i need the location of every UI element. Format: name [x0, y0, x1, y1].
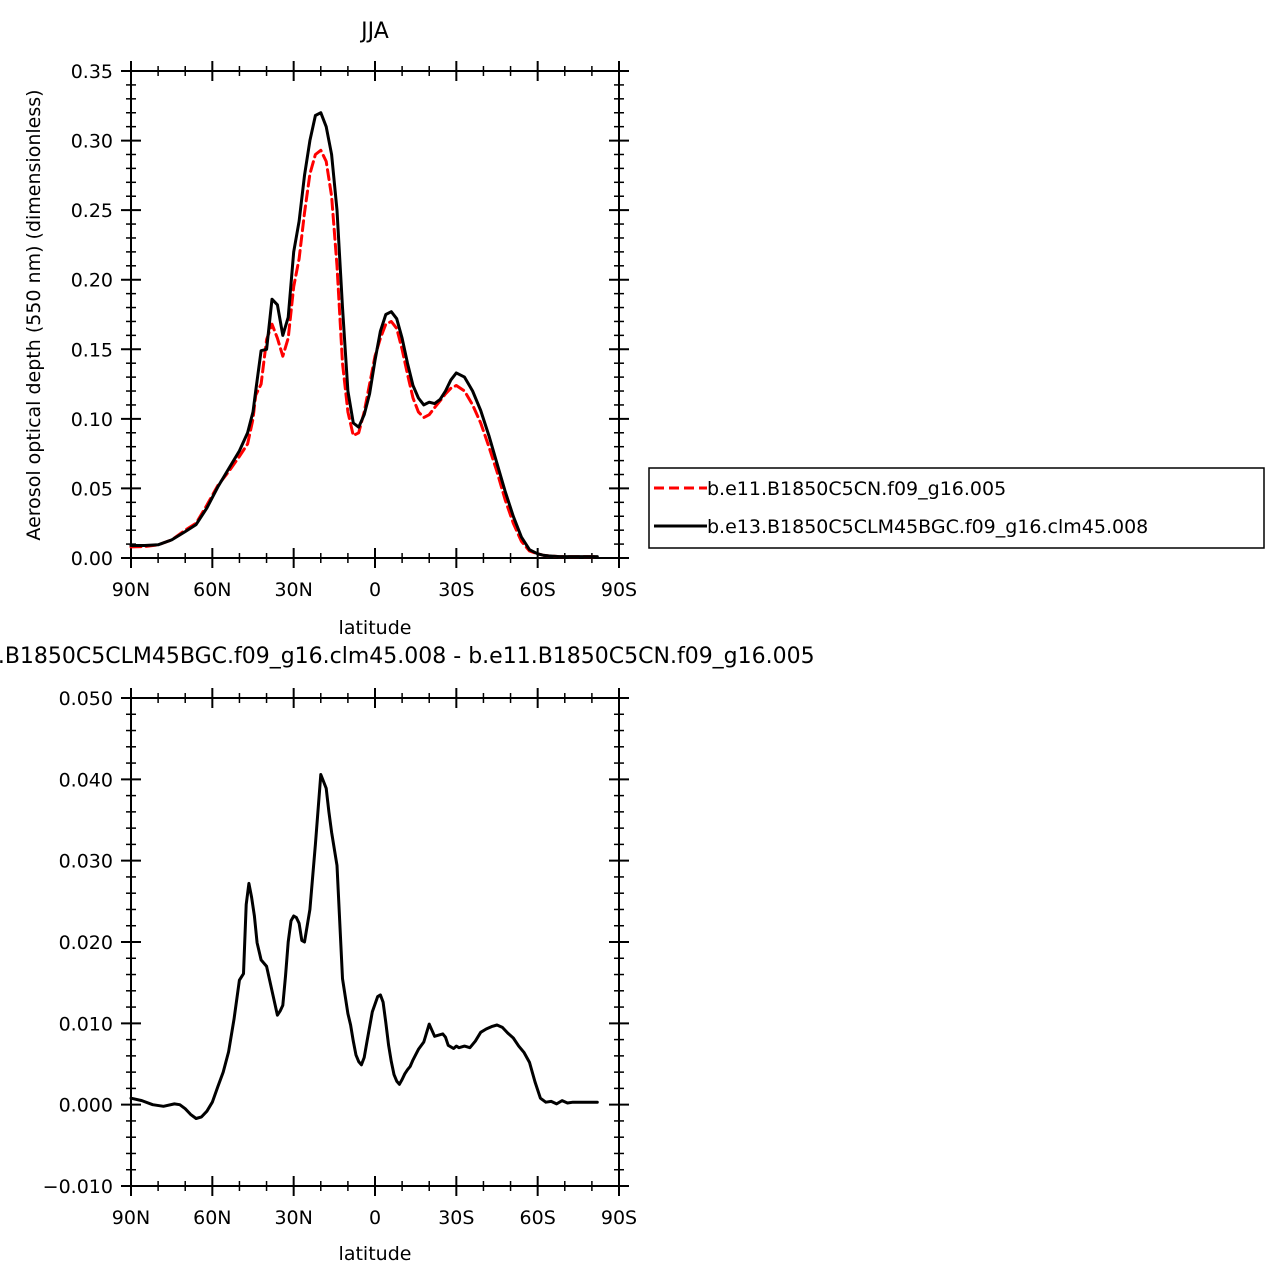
- bottom-y-tick-label: 0.040: [59, 769, 113, 791]
- top-y-tick-label: 0.05: [71, 478, 113, 500]
- top-series-line-1: [129, 148, 599, 559]
- bottom-x-axis-label: latitude: [339, 1243, 412, 1265]
- legend-label-series-1: b.e11.B1850C5CN.f09_g16.005: [707, 478, 1006, 500]
- bottom-x-tick-label: 60N: [193, 1207, 231, 1229]
- top-plot-frame: [130, 70, 620, 559]
- top-x-tick-label: 30N: [274, 579, 312, 601]
- top-x-tick-label: 90N: [112, 579, 150, 601]
- bottom-y-tick-label: 0.020: [59, 932, 113, 954]
- top-x-tick-label: 60N: [193, 579, 231, 601]
- legend: b.e11.B1850C5CN.f09_g16.005 b.e13.B1850C…: [648, 467, 1265, 549]
- bottom-y-tick-label: 0.050: [59, 688, 113, 710]
- top-x-tick-label: 60S: [520, 579, 556, 601]
- top-y-tick-label: 0.15: [71, 339, 113, 361]
- top-y-axis-label: Aerosol optical depth (550 nm) (dimensio…: [23, 89, 45, 540]
- top-y-tick-label: 0.00: [71, 548, 113, 570]
- top-axes: 0.00 0.05 0.10 0.15 0.20 0.25 0.30 0.35 90N 60N 30…: [71, 61, 637, 601]
- bottom-x-tick-label: 90S: [601, 1207, 637, 1229]
- top-x-tick-label: 30S: [438, 579, 474, 601]
- top-y-tick-label: 0.35: [71, 61, 113, 83]
- top-y-tick-label: 0.25: [71, 200, 113, 222]
- legend-box: [648, 467, 1265, 549]
- bottom-x-tick-label: 0: [369, 1207, 381, 1229]
- bottom-x-tick-label: 90N: [112, 1207, 150, 1229]
- bottom-plot-area: [129, 773, 599, 1120]
- top-y-tick-label: 0.30: [71, 131, 113, 153]
- top-x-tick-label: 90S: [601, 579, 637, 601]
- top-y-tick-label: 0.10: [71, 409, 113, 431]
- bottom-y-tick-label: 0.030: [59, 851, 113, 873]
- top-panel: JJA Aerosol optical depth (550 nm) (dime…: [23, 19, 637, 639]
- top-plot-area: [129, 111, 599, 559]
- bottom-y-tick-label: 0.010: [59, 1013, 113, 1035]
- bottom-x-tick-label: 60S: [520, 1207, 556, 1229]
- top-plot-title: JJA: [359, 19, 389, 44]
- bottom-x-tick-label: 30N: [274, 1207, 312, 1229]
- bottom-x-tick-label: 30S: [438, 1207, 474, 1229]
- top-series-line-2: [129, 111, 599, 559]
- bottom-axes: −0.010 0.000 0.010 0.020 0.030 0.040 0.050 90N 6…: [43, 688, 637, 1229]
- bottom-y-tick-label: 0.000: [59, 1095, 113, 1117]
- top-y-tick-label: 0.20: [71, 270, 113, 292]
- bottom-panel: b.e13.B1850C5CLM45BGC.f09_g16.clm45.008 …: [0, 644, 815, 1265]
- legend-label-series-2: b.e13.B1850C5CLM45BGC.f09_g16.clm45.008: [707, 516, 1148, 538]
- top-x-axis-label: latitude: [339, 617, 412, 639]
- top-x-tick-label: 0: [369, 579, 381, 601]
- bottom-plot-title: b.e13.B1850C5CLM45BGC.f09_g16.clm45.008 …: [0, 644, 815, 669]
- bottom-y-tick-label: −0.010: [43, 1176, 113, 1198]
- bottom-series-line-1: [129, 773, 599, 1120]
